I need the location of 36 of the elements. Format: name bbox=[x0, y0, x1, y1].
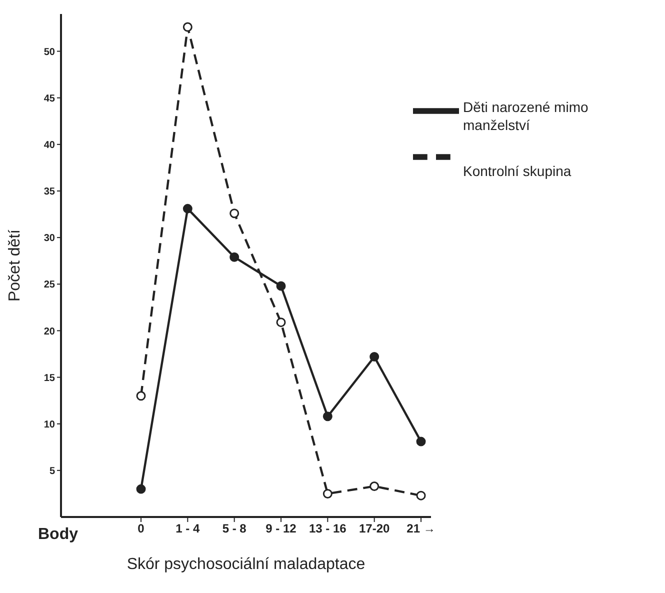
point bbox=[416, 490, 426, 500]
point bbox=[182, 22, 192, 32]
point bbox=[322, 488, 332, 498]
x-tick-label: 21 → bbox=[406, 522, 436, 536]
point bbox=[276, 281, 286, 291]
point bbox=[230, 208, 240, 218]
y-axis-title: Počet dětí bbox=[6, 228, 24, 302]
y-tick-label: 20 bbox=[44, 326, 56, 338]
y-tick-label: 45 bbox=[44, 93, 56, 104]
point bbox=[370, 352, 380, 362]
y-tick-label: 40 bbox=[44, 140, 56, 151]
x-axis-title: Skór psychosociální maladaptace bbox=[126, 556, 366, 573]
point bbox=[182, 204, 192, 214]
point bbox=[322, 412, 332, 422]
y-tick-label: 30 bbox=[44, 233, 56, 244]
point bbox=[230, 252, 240, 262]
x-tick-label: 1 - 4 bbox=[176, 522, 200, 536]
y-tick-label: 15 bbox=[44, 372, 56, 384]
point bbox=[136, 484, 146, 494]
point bbox=[276, 318, 286, 328]
x-tick-label: 9 - 12 bbox=[266, 522, 297, 536]
point bbox=[416, 436, 426, 446]
x-tick-label: 0 bbox=[138, 522, 145, 536]
y-tick-label: 5 bbox=[49, 466, 56, 477]
y-tick-label: 35 bbox=[44, 186, 56, 198]
x-tick-label: 17-20 bbox=[358, 522, 390, 536]
x-tick-label: 5 - 8 bbox=[222, 522, 247, 536]
legend-label: Děti narozené mimo manželství bbox=[463, 98, 590, 134]
y-tick-label: 25 bbox=[44, 280, 56, 291]
text: Body bbox=[38, 526, 78, 544]
y-tick-label: 10 bbox=[44, 419, 56, 430]
point bbox=[370, 482, 380, 492]
y-tick-label: 50 bbox=[44, 46, 56, 58]
point bbox=[136, 391, 146, 401]
text: Kontrolní skupina bbox=[463, 162, 572, 180]
x-tick-label: 13 - 16 bbox=[308, 522, 347, 536]
